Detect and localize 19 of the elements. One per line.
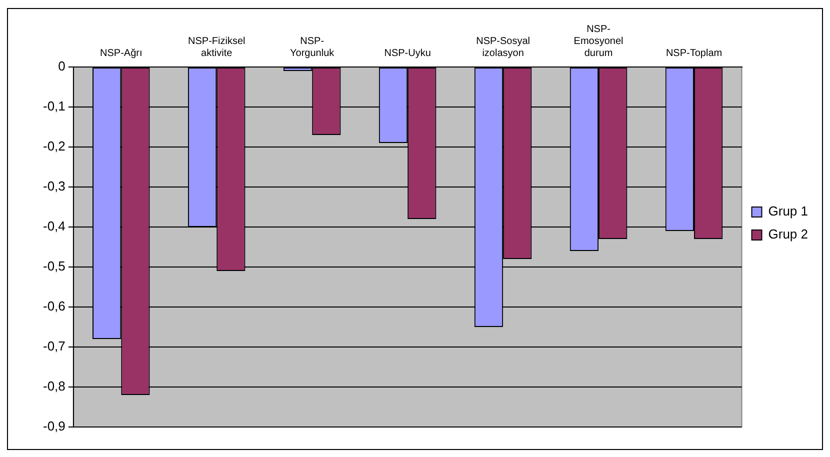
y-tick-label: -0,7 (42, 338, 66, 354)
legend-label: Grup 1 (768, 204, 808, 219)
y-tick-label: -0,1 (42, 98, 66, 114)
y-tick-label: -0,9 (42, 418, 66, 434)
y-tick-label: -0,6 (42, 298, 66, 314)
y-tick-label: -0,8 (42, 378, 66, 394)
y-tick-label: 0 (58, 58, 66, 74)
x-tick-label: NSP-Toplam (666, 48, 722, 59)
y-tick-label: -0,5 (42, 258, 66, 274)
x-tick-label: NSP-Yorgunluk (290, 36, 336, 59)
y-tick-label: -0,4 (42, 218, 66, 234)
legend-label: Grup 2 (768, 226, 808, 242)
x-tick-label: NSP-Sosyal izolasyon (476, 36, 530, 59)
x-tick-label: NSP-Emosyonel durum (574, 24, 624, 59)
x-tick-label: NSP-Ağrı (100, 48, 142, 59)
y-tick-label: -0,3 (42, 178, 66, 194)
x-tick-label: NSP-Uyku (384, 48, 431, 59)
x-tick-label: NSP-Fiziksel aktivite (188, 36, 246, 59)
y-tick-label: -0,2 (42, 138, 66, 154)
